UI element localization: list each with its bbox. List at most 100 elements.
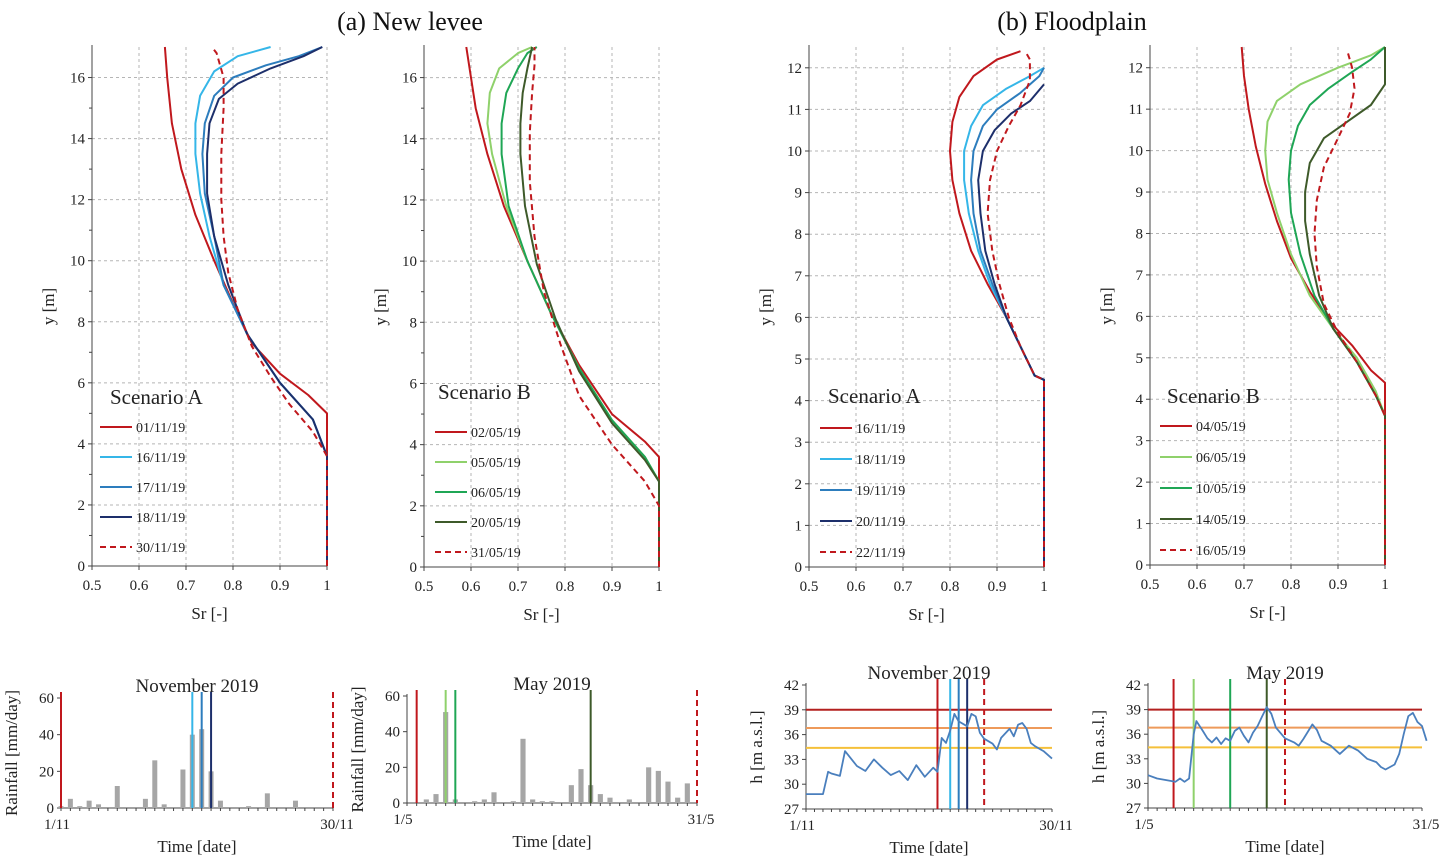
rain-bar <box>264 793 270 808</box>
y-tick-label: 6 <box>78 376 86 392</box>
chart-panel-a-bottom-right: 0 20 40 60 1/5 31/5 Time [date] Rainfall [mm/da… <box>348 674 714 851</box>
rain-bar <box>180 769 186 808</box>
rain-bar <box>77 806 83 808</box>
rain-bar <box>142 798 148 808</box>
series-line <box>201 46 328 566</box>
rain-bar <box>246 806 252 808</box>
y-tick-label: 0 <box>795 560 803 576</box>
rain-bar <box>646 767 652 803</box>
y-tick-label: 4 <box>410 438 418 454</box>
x-axis-label: Time [date] <box>1245 837 1324 856</box>
x-tick-label: 0.9 <box>1329 577 1348 593</box>
panel-title: November 2019 <box>868 663 991 684</box>
panel-title: May 2019 <box>513 674 591 695</box>
y-tick-label: 42 <box>1126 678 1141 694</box>
rain-bar <box>510 801 516 803</box>
y-tick-label: 16 <box>402 71 418 87</box>
y-tick-label: 9 <box>1136 185 1144 201</box>
x-tick-label: 1 <box>1040 579 1048 595</box>
x-tick-label: 0.5 <box>1141 577 1160 593</box>
y-tick-label: 33 <box>784 752 799 768</box>
series-line <box>986 50 1045 567</box>
legend-label: 20/05/19 <box>471 516 521 531</box>
y-tick-label: 12 <box>1128 61 1143 77</box>
series-line <box>519 46 660 567</box>
y-tick-label: 11 <box>788 102 802 118</box>
rain-bar <box>433 794 439 803</box>
x-axis-label: Sr [-] <box>1249 603 1285 622</box>
legend-label: 16/05/19 <box>1196 544 1246 559</box>
series-line <box>1313 50 1386 565</box>
x-tick-label: 31/5 <box>688 812 715 828</box>
x-tick-label: 1 <box>323 578 331 594</box>
figure-title-b: (b) Floodplain <box>997 7 1147 36</box>
x-tick-label: 30/11 <box>1039 818 1073 834</box>
y-tick-label: 4 <box>78 437 86 453</box>
rain-bar <box>607 797 613 803</box>
legend-label: 22/11/19 <box>856 546 905 561</box>
rain-bar <box>292 800 298 808</box>
y-tick-label: 0 <box>47 801 55 817</box>
rain-bar <box>472 801 478 803</box>
legend-title: Scenario B <box>438 380 531 404</box>
rain-bar <box>530 799 536 803</box>
x-axis-label: Time [date] <box>157 837 236 856</box>
rain-bar <box>597 794 603 803</box>
y-tick-label: 6 <box>795 310 803 326</box>
y-tick-label: 60 <box>39 691 54 707</box>
series-line <box>1240 46 1386 565</box>
y-tick-label: 8 <box>1136 226 1144 242</box>
rain-bar <box>67 798 73 808</box>
y-tick-label: 33 <box>1126 752 1141 768</box>
y-tick-label: 36 <box>1126 727 1142 743</box>
y-tick-label: 40 <box>39 728 54 744</box>
y-tick-label: 5 <box>795 352 803 368</box>
legend-label: 06/05/19 <box>471 486 521 501</box>
legend-label: 20/11/19 <box>856 515 905 530</box>
x-tick-label: 31/5 <box>1413 817 1440 833</box>
y-tick-label: 1 <box>1136 517 1144 533</box>
rain-bar <box>578 769 584 803</box>
x-tick-label: 0.6 <box>847 579 866 595</box>
y-tick-label: 3 <box>795 435 803 451</box>
y-tick-label: 0 <box>1136 558 1144 574</box>
legend-label: 04/05/19 <box>1196 420 1246 435</box>
legend-title: Scenario A <box>828 384 922 408</box>
water-level-line <box>1147 706 1428 783</box>
x-tick-label: 0.9 <box>271 578 290 594</box>
legend-label: 10/05/19 <box>1196 482 1246 497</box>
legend-label: 14/05/19 <box>1196 513 1246 528</box>
y-tick-label: 10 <box>1128 144 1143 160</box>
x-tick-label: 0.7 <box>894 579 913 595</box>
legend-title: Scenario A <box>110 385 204 409</box>
x-tick-label: 1/5 <box>1134 817 1153 833</box>
rain-bar <box>161 804 167 808</box>
y-tick-label: 40 <box>385 725 400 741</box>
y-tick-label: 1 <box>795 518 803 534</box>
panel-title: May 2019 <box>1246 663 1324 684</box>
rain-bar <box>481 799 487 803</box>
y-tick-label: 14 <box>402 132 418 148</box>
y-tick-label: 8 <box>795 227 803 243</box>
y-tick-label: 39 <box>784 703 799 719</box>
y-tick-label: 6 <box>1136 309 1144 325</box>
legend-title: Scenario B <box>1167 384 1260 408</box>
y-tick-label: 10 <box>787 144 802 160</box>
series-line <box>163 46 328 566</box>
x-tick-label: 0.5 <box>800 579 819 595</box>
y-tick-label: 3 <box>1136 434 1144 450</box>
rain-bar <box>655 770 661 803</box>
series-line <box>528 47 660 567</box>
x-tick-label: 0.7 <box>1235 577 1254 593</box>
series-line <box>500 46 660 567</box>
y-tick-label: 60 <box>385 689 400 705</box>
legend-label: 18/11/19 <box>136 511 185 526</box>
legend-label: 05/05/19 <box>471 456 521 471</box>
x-axis-label: Time [date] <box>889 838 968 857</box>
y-tick-label: 8 <box>78 315 86 331</box>
y-axis-label: h [m a.s.l.] <box>747 710 766 783</box>
y-tick-label: 27 <box>1126 801 1142 817</box>
rain-bar <box>665 781 671 803</box>
